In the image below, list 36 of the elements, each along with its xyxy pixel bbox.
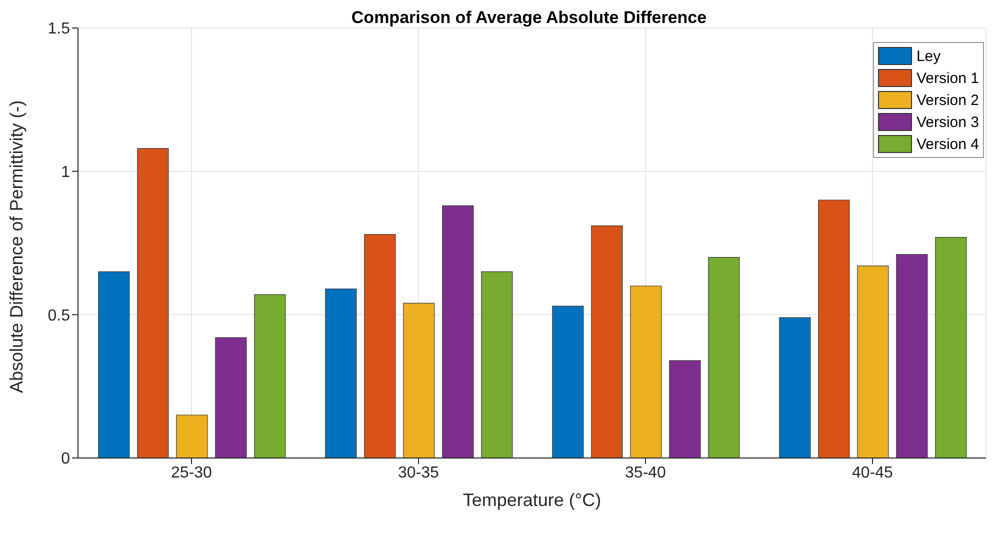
bar xyxy=(779,317,811,458)
y-tick-label: 0 xyxy=(61,450,70,468)
bar xyxy=(98,271,130,458)
bar xyxy=(708,257,740,458)
y-tick-label: 1.5 xyxy=(48,20,70,38)
bar xyxy=(137,148,169,458)
y-tick-label: 0.5 xyxy=(48,307,70,324)
y-tick-label: 1 xyxy=(61,164,70,182)
legend-label: Version 2 xyxy=(916,92,979,108)
bar xyxy=(552,306,584,458)
bar xyxy=(857,266,889,458)
bar xyxy=(818,200,850,458)
x-tick-label: 30-35 xyxy=(398,464,440,482)
y-axis-title: Absolute Difference of Permittivity (-) xyxy=(6,100,26,393)
legend-label: Version 1 xyxy=(916,70,979,86)
bar xyxy=(176,414,208,458)
bar xyxy=(669,360,701,458)
bar xyxy=(325,288,357,458)
bar xyxy=(442,205,474,458)
bar xyxy=(403,302,435,458)
x-tick-label: 25-30 xyxy=(171,464,212,482)
legend-label: Version 3 xyxy=(916,114,979,130)
bar xyxy=(481,271,513,458)
legend-label: Version 4 xyxy=(916,136,979,152)
x-tick-label: 35-40 xyxy=(625,464,666,482)
bar xyxy=(254,294,286,458)
chart-title: Comparison of Average Absolute Difference xyxy=(351,8,707,27)
bar xyxy=(215,337,247,458)
x-tick-label: 40-45 xyxy=(852,464,894,482)
x-axis-title: Temperature (°C) xyxy=(462,490,602,510)
bar xyxy=(364,234,396,458)
bar xyxy=(630,286,662,458)
bar xyxy=(935,236,967,458)
bar xyxy=(896,254,928,458)
bar xyxy=(591,226,623,458)
legend-label: Ley xyxy=(916,48,941,64)
